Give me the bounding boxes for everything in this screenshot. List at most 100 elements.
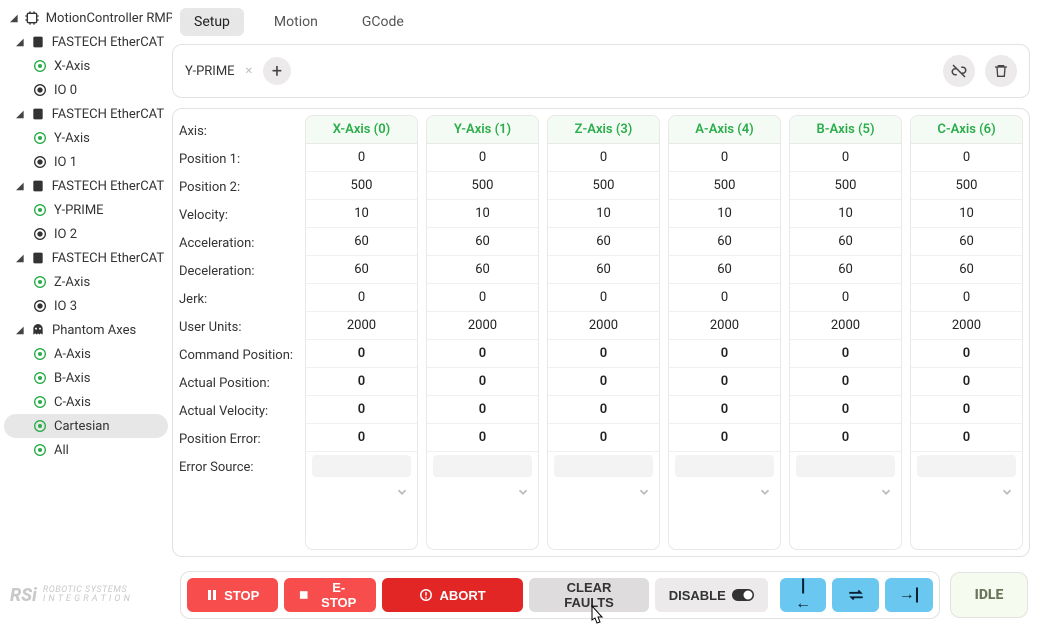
tree-item[interactable]: ◢MotionController RMP xyxy=(4,6,168,30)
axis-cell[interactable]: 0 xyxy=(790,144,901,172)
axis-cell[interactable]: 2000 xyxy=(669,312,780,340)
axis-cell[interactable]: 60 xyxy=(548,256,659,284)
axis-cell[interactable]: 2000 xyxy=(911,312,1022,340)
tree-item[interactable]: ◢FASTECH EtherCAT xyxy=(4,246,168,270)
unlink-button[interactable] xyxy=(943,55,975,87)
abort-button[interactable]: ABORT xyxy=(382,578,524,612)
tree-item[interactable]: IO 1 xyxy=(4,150,168,174)
axis-header[interactable]: C-Axis (6) xyxy=(911,116,1022,144)
axis-header[interactable]: Y-Axis (1) xyxy=(427,116,538,144)
axis-cell[interactable] xyxy=(433,455,532,477)
axis-cell[interactable]: 2000 xyxy=(790,312,901,340)
tree-item[interactable]: ◢FASTECH EtherCAT xyxy=(4,174,168,198)
axis-cell[interactable]: 60 xyxy=(911,228,1022,256)
tree-item[interactable]: IO 3 xyxy=(4,294,168,318)
tab-motion[interactable]: Motion xyxy=(260,8,332,36)
axis-cell[interactable]: 0 xyxy=(911,284,1022,312)
tree-item[interactable]: IO 2 xyxy=(4,222,168,246)
axis-cell[interactable]: 60 xyxy=(790,228,901,256)
chip-close-icon[interactable]: ✕ xyxy=(245,66,253,77)
axis-cell[interactable]: 60 xyxy=(669,256,780,284)
tab-setup[interactable]: Setup xyxy=(180,8,244,36)
tree-item[interactable]: ◢Phantom Axes xyxy=(4,318,168,342)
axis-cell[interactable]: 2000 xyxy=(427,312,538,340)
axis-cell[interactable]: 60 xyxy=(427,256,538,284)
home-end-button[interactable]: →| xyxy=(885,578,933,612)
tree-item[interactable]: ◢FASTECH EtherCAT xyxy=(4,102,168,126)
expand-icon[interactable] xyxy=(790,480,901,504)
axis-cell[interactable]: 2000 xyxy=(306,312,417,340)
axis-cell: 0 xyxy=(306,368,417,396)
disable-button[interactable]: DISABLE xyxy=(655,578,768,612)
axis-cell[interactable]: 0 xyxy=(669,144,780,172)
axis-cell[interactable]: 0 xyxy=(427,284,538,312)
axis-cell[interactable] xyxy=(675,455,774,477)
tree-item[interactable]: ◢FASTECH EtherCAT xyxy=(4,30,168,54)
axis-cell[interactable]: 500 xyxy=(548,172,659,200)
axis-cell[interactable]: 10 xyxy=(669,200,780,228)
tree-item[interactable]: X-Axis xyxy=(4,54,168,78)
axis-header[interactable]: B-Axis (5) xyxy=(790,116,901,144)
axis-cell[interactable]: 60 xyxy=(548,228,659,256)
axis-cell[interactable]: 2000 xyxy=(548,312,659,340)
axis-cell[interactable]: 60 xyxy=(306,228,417,256)
axis-cell: 0 xyxy=(306,340,417,368)
axis-cell[interactable]: 60 xyxy=(669,228,780,256)
axis-cell: 0 xyxy=(790,340,901,368)
io-icon xyxy=(32,154,48,170)
axis-cell[interactable]: 500 xyxy=(306,172,417,200)
axis-cell[interactable]: 500 xyxy=(911,172,1022,200)
estop-button[interactable]: E-STOP xyxy=(284,578,375,612)
tree-item[interactable]: C-Axis xyxy=(4,390,168,414)
tree-item[interactable]: Y-Axis xyxy=(4,126,168,150)
expand-icon[interactable] xyxy=(306,480,417,504)
tree-item[interactable]: Cartesian xyxy=(4,414,168,438)
expand-icon[interactable] xyxy=(669,480,780,504)
row-label: Position Error: xyxy=(179,425,297,453)
clear-faults-button[interactable]: CLEAR FAULTS xyxy=(529,578,648,612)
tree-item[interactable]: All xyxy=(4,438,168,462)
axis-cell[interactable] xyxy=(554,455,653,477)
axis-cell[interactable]: 0 xyxy=(911,144,1022,172)
axis-header[interactable]: A-Axis (4) xyxy=(669,116,780,144)
axis-cell[interactable]: 500 xyxy=(669,172,780,200)
axis-cell[interactable]: 10 xyxy=(911,200,1022,228)
add-axis-button[interactable]: + xyxy=(263,57,291,85)
axis-cell[interactable]: 10 xyxy=(548,200,659,228)
tree-item[interactable]: Z-Axis xyxy=(4,270,168,294)
axis-cell[interactable]: 0 xyxy=(427,144,538,172)
stop-button[interactable]: STOP xyxy=(187,578,278,612)
axis-cell[interactable]: 60 xyxy=(427,228,538,256)
axis-cell[interactable]: 0 xyxy=(790,284,901,312)
expand-icon[interactable] xyxy=(427,480,538,504)
tree-item[interactable]: A-Axis xyxy=(4,342,168,366)
tree-item[interactable]: B-Axis xyxy=(4,366,168,390)
axis-header[interactable]: X-Axis (0) xyxy=(306,116,417,144)
axis-cell[interactable]: 0 xyxy=(548,284,659,312)
tab-gcode[interactable]: GCode xyxy=(348,8,418,36)
axis-cell[interactable] xyxy=(796,455,895,477)
delete-button[interactable] xyxy=(985,55,1017,87)
axis-cell[interactable] xyxy=(917,455,1016,477)
tree-item[interactable]: IO 0 xyxy=(4,78,168,102)
home-start-button[interactable]: |← xyxy=(780,578,827,612)
expand-icon[interactable] xyxy=(911,480,1022,504)
axis-cell[interactable]: 0 xyxy=(306,144,417,172)
axis-cell[interactable]: 10 xyxy=(427,200,538,228)
axis-cell[interactable]: 10 xyxy=(790,200,901,228)
selected-axis-chip[interactable]: Y-PRIME xyxy=(185,64,235,79)
axis-cell[interactable]: 10 xyxy=(306,200,417,228)
tree-item[interactable]: Y-PRIME xyxy=(4,198,168,222)
expand-icon[interactable] xyxy=(548,480,659,504)
axis-cell[interactable] xyxy=(312,455,411,477)
axis-cell[interactable]: 500 xyxy=(790,172,901,200)
axis-cell[interactable]: 60 xyxy=(306,256,417,284)
axis-cell[interactable]: 0 xyxy=(306,284,417,312)
axis-cell[interactable]: 60 xyxy=(911,256,1022,284)
axis-cell[interactable]: 500 xyxy=(427,172,538,200)
axis-cell[interactable]: 60 xyxy=(790,256,901,284)
axis-header[interactable]: Z-Axis (3) xyxy=(548,116,659,144)
axis-cell[interactable]: 0 xyxy=(669,284,780,312)
axis-cell[interactable]: 0 xyxy=(548,144,659,172)
loop-button[interactable] xyxy=(832,578,879,612)
